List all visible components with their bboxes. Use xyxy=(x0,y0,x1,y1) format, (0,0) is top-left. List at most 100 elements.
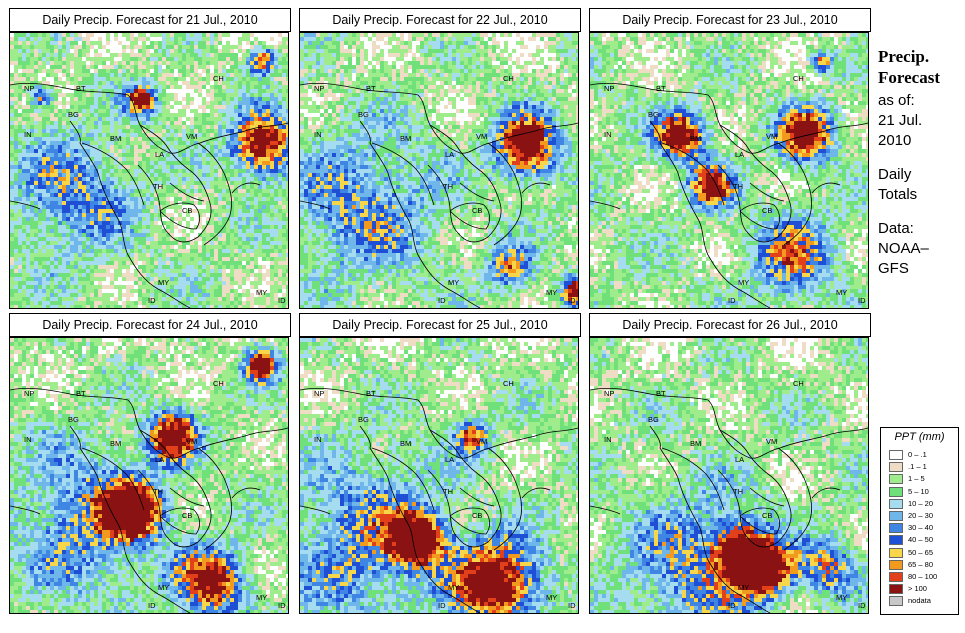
country-label: LA xyxy=(735,150,744,159)
country-label: ID xyxy=(568,601,576,610)
country-label: TH xyxy=(443,487,453,496)
country-label: IN xyxy=(314,130,322,139)
precip-raster xyxy=(300,338,578,613)
legend-item: > 100 xyxy=(889,583,937,595)
country-label: BM xyxy=(690,134,701,143)
panel-title: Daily Precip. Forecast for 25 Jul., 2010 xyxy=(299,313,581,337)
country-label: ID xyxy=(728,601,736,610)
precip-map: NP BT BG IN BM CH VM LA TH CB MY ID MY ID xyxy=(9,337,289,614)
forecast-panel-jul-23: Daily Precip. Forecast for 23 Jul., 2010… xyxy=(589,8,871,313)
country-label: NP xyxy=(314,389,324,398)
panel-title: Daily Precip. Forecast for 24 Jul., 2010 xyxy=(9,313,291,337)
country-label: MY xyxy=(546,288,557,297)
country-label: CB xyxy=(182,206,192,215)
country-label: BM xyxy=(110,134,121,143)
country-label: TH xyxy=(153,182,163,191)
country-label: ID xyxy=(728,296,736,305)
country-label: BM xyxy=(690,439,701,448)
country-label: ID xyxy=(858,601,866,610)
precip-raster xyxy=(10,338,288,613)
country-label: BG xyxy=(68,110,79,119)
legend-swatch xyxy=(889,462,903,473)
country-borders xyxy=(300,387,578,613)
legend-label: 30 – 40 xyxy=(908,523,933,533)
country-label: ID xyxy=(858,296,866,305)
country-label: CH xyxy=(503,379,514,388)
as-of-year: 2010 xyxy=(878,131,964,151)
country-label: NP xyxy=(24,389,34,398)
country-label: ID xyxy=(278,601,286,610)
country-label: LA xyxy=(445,150,454,159)
precip-map: NP BT BG IN BM CH VM LA TH CB MY ID MY ID xyxy=(589,337,869,614)
forecast-panel-jul-21: Daily Precip. Forecast for 21 Jul., 2010… xyxy=(9,8,291,313)
country-label: TH xyxy=(733,182,743,191)
legend-label: .1 – 1 xyxy=(908,462,927,472)
country-label: MY xyxy=(738,278,749,287)
country-label: BG xyxy=(358,110,369,119)
panel-title: Daily Precip. Forecast for 21 Jul., 2010 xyxy=(9,8,291,32)
country-label: VM xyxy=(186,437,197,446)
precip-legend: PPT (mm) 0 – .1 .1 – 1 1 – 5 5 – 10 10 –… xyxy=(880,427,959,615)
country-label: LA xyxy=(445,455,454,464)
precip-map: NP BT BG IN BM CH VM LA TH CB MY ID MY ID xyxy=(299,337,579,614)
country-borders xyxy=(300,82,578,308)
legend-swatch xyxy=(889,535,903,546)
precip-map: NP BT BG IN BM CH VM LA TH CB MY ID MY ID xyxy=(9,32,289,309)
country-label: TH xyxy=(153,487,163,496)
legend-swatch xyxy=(889,596,903,607)
as-of-date: 21 Jul. xyxy=(878,111,964,131)
precip-map: NP BT BG IN BM CH VM LA TH CB MY ID MY ID xyxy=(299,32,579,309)
country-label: ID xyxy=(148,296,156,305)
panel-title: Daily Precip. Forecast for 23 Jul., 2010 xyxy=(589,8,871,32)
legend-swatch xyxy=(889,559,903,570)
country-label: MY xyxy=(546,593,557,602)
legend-item: .1 – 1 xyxy=(889,461,937,473)
country-label: IN xyxy=(24,435,32,444)
country-label: BG xyxy=(648,110,659,119)
country-label: BT xyxy=(76,389,86,398)
totals-label-line-2: Totals xyxy=(878,185,964,205)
country-label: CB xyxy=(182,511,192,520)
precip-raster xyxy=(590,33,868,308)
country-label: ID xyxy=(568,296,576,305)
country-label: CB xyxy=(472,511,482,520)
legend-label: nodata xyxy=(908,596,931,606)
country-label: BT xyxy=(656,389,666,398)
country-label: IN xyxy=(604,435,612,444)
legend-item: 10 – 20 xyxy=(889,498,937,510)
precip-raster xyxy=(590,338,868,613)
forecast-panel-jul-24: Daily Precip. Forecast for 24 Jul., 2010… xyxy=(9,313,291,618)
legend-swatch xyxy=(889,571,903,582)
country-label: NP xyxy=(314,84,324,93)
country-borders xyxy=(590,82,868,308)
legend-label: 65 – 80 xyxy=(908,560,933,570)
sidebar-heading-line-2: Forecast xyxy=(878,67,964,88)
data-source-label: Data: xyxy=(878,219,964,239)
country-label: CH xyxy=(793,379,804,388)
legend-swatch xyxy=(889,450,903,461)
legend-item: 1 – 5 xyxy=(889,473,937,485)
country-label: CB xyxy=(762,511,772,520)
legend-item: 50 – 65 xyxy=(889,547,937,559)
legend-label: 0 – .1 xyxy=(908,450,927,460)
country-label: CH xyxy=(793,74,804,83)
as-of-label: as of: xyxy=(878,91,964,111)
country-label: MY xyxy=(836,288,847,297)
sidebar-heading-line-1: Precip. xyxy=(878,46,964,67)
country-borders xyxy=(590,387,868,613)
country-label: BT xyxy=(366,84,376,93)
map-info-sidebar: Precip. Forecast as of: 21 Jul. 2010 Dai… xyxy=(878,46,964,279)
country-label: ID xyxy=(278,296,286,305)
country-borders xyxy=(10,82,288,308)
totals-label-line-1: Daily xyxy=(878,165,964,185)
forecast-panel-jul-25: Daily Precip. Forecast for 25 Jul., 2010… xyxy=(299,313,581,618)
country-label: LA xyxy=(155,455,164,464)
legend-item: 0 – .1 xyxy=(889,449,937,461)
country-label: ID xyxy=(438,601,446,610)
country-label: BG xyxy=(648,415,659,424)
legend-swatch xyxy=(889,523,903,534)
country-label: LA xyxy=(155,150,164,159)
